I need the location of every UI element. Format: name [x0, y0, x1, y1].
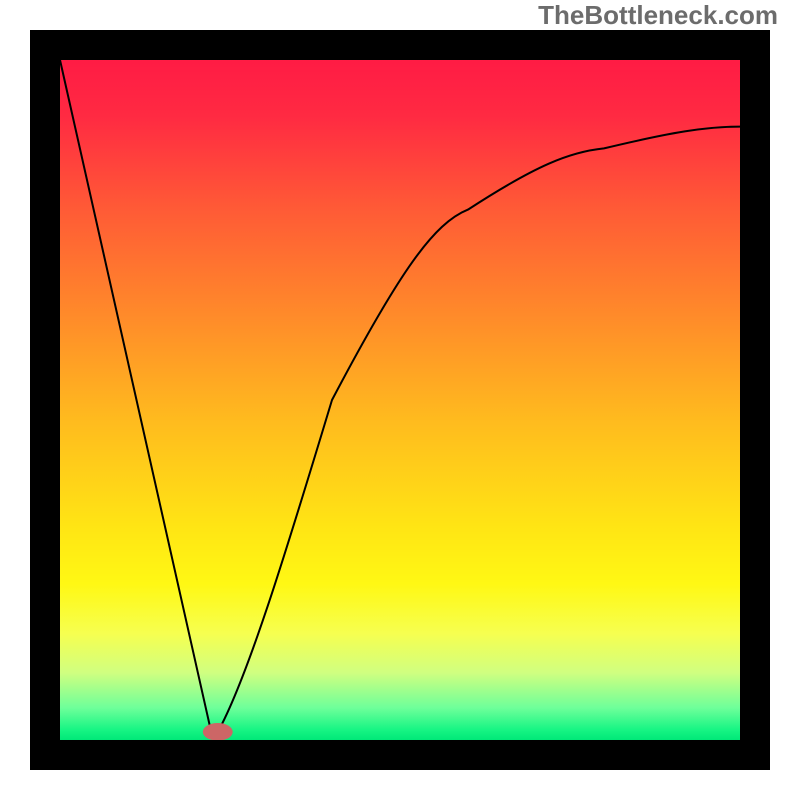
chart-canvas: TheBottleneck.com [0, 0, 800, 800]
watermark-text: TheBottleneck.com [538, 0, 778, 31]
plot-svg [30, 30, 770, 770]
plot-area [30, 30, 770, 770]
bottleneck-marker [203, 723, 233, 741]
gradient-background [60, 31, 740, 740]
